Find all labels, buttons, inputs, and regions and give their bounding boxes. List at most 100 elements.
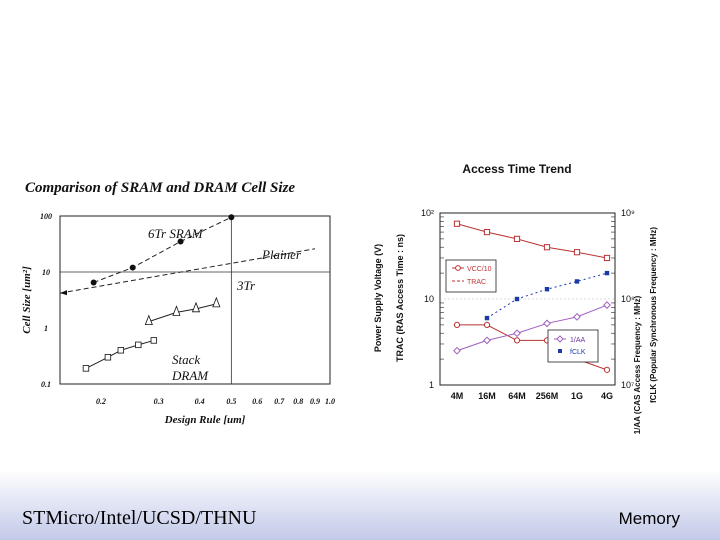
- chart2-line-trac: [456, 223, 608, 259]
- chart1-series: [59, 214, 316, 372]
- cell-size-chart: Comparison of SRAM and DRAM Cell Size 0.…: [21, 180, 335, 426]
- chart1-annotation-6tr-sram: 6Tr SRAM: [148, 226, 204, 241]
- chart1-x-tick-label: 0.7: [274, 397, 285, 406]
- chart2-gridlines: [440, 216, 615, 360]
- chart2-point-1-aa: [453, 346, 461, 355]
- chart2-point-trac: [543, 244, 551, 251]
- chart1-point-6tr-sram: [177, 238, 184, 245]
- chart2-legend-top: VCC/10 TRAC: [445, 259, 497, 293]
- chart2-y-left-tick-label: 10: [424, 294, 434, 304]
- chart2-point-trac: [513, 235, 521, 242]
- legend-vcc-label: VCC/10: [467, 266, 492, 273]
- chart2-point-1-aa: [573, 312, 581, 321]
- chart2-point-vcc-10: [483, 321, 491, 328]
- chart2-line-fclk: [486, 272, 608, 319]
- chart1-x-tick-label: 0.6: [252, 397, 262, 406]
- legend-bottom-frame: [547, 329, 599, 363]
- chart2-line-1-aa: [456, 304, 608, 352]
- chart1-x-tick-label: 0.8: [293, 397, 303, 406]
- chart2-x-tick-label: 4G: [601, 391, 613, 401]
- chart2-y-right-tick-label: 10⁸: [621, 294, 635, 304]
- chart2-y-right-tick-label: 10⁹: [621, 208, 635, 218]
- chart1-y-tick-label: 100: [40, 212, 52, 221]
- chart2-x-tick-label: 64M: [508, 391, 526, 401]
- legend-fclk-marker: [558, 349, 562, 353]
- chart1-line-3tr: [148, 303, 217, 323]
- chart2-point-vcc-10: [453, 321, 461, 328]
- chart1-line-plainer: [59, 248, 316, 294]
- chart2-tick-labels: 1 10 10² 10⁷ 10⁸ 10⁹ 4M 16M 64M 256M 1G 4G: [421, 208, 635, 401]
- chart1-point-3tr: [144, 314, 153, 326]
- chart2-x-tick-label: 1G: [571, 391, 583, 401]
- chart2-y-right-tick-label: 10⁷: [621, 380, 634, 390]
- chart2-point-trac: [603, 254, 611, 262]
- chart1-point-stack-dram: [104, 354, 112, 361]
- chart1-line-stack-dram: [85, 339, 154, 369]
- chart2-point-vcc-10: [603, 366, 611, 373]
- chart1-annotation-plainer: Plainer: [261, 247, 302, 262]
- chart1-tick-labels: 0.2 0.3 0.4 0.5 0.6 0.7 0.8 0.9 1.0 0.1 1 10 100: [40, 212, 335, 406]
- chart2-ylabel-right-2: fCLK (Popular Synchronous Frequency : MH…: [649, 227, 658, 403]
- chart2-point-trac: [573, 249, 581, 256]
- chart2-point-vcc-10: [513, 337, 521, 344]
- chart1-title: Comparison of SRAM and DRAM Cell Size: [25, 180, 295, 196]
- chart2-point-trac: [453, 220, 461, 227]
- footer-source-text: STMicro/Intel/UCSD/THNU: [22, 507, 257, 529]
- chart1-x-tick-label: 0.3: [154, 397, 164, 406]
- legend-vcc-marker: [455, 265, 461, 271]
- chart1-point-stack-dram: [135, 341, 142, 349]
- chart1-y-tick-label: 1: [44, 324, 48, 333]
- chart1-plot-frame: [59, 215, 331, 385]
- chart1-point-6tr-sram: [90, 279, 97, 286]
- chart1-point-6tr-sram: [129, 264, 136, 271]
- chart2-title: Access Time Trend: [462, 162, 571, 176]
- legend-aa-label: 1/AA: [570, 337, 586, 344]
- chart2-x-tick-label: 256M: [536, 391, 559, 401]
- chart1-plainer-arrowhead: [60, 290, 67, 296]
- slide-footer: STMicro/Intel/UCSD/THNU Memory: [0, 470, 720, 540]
- chart1-x-tick-label: 0.9: [310, 397, 320, 406]
- chart1-annotation-stack: Stack: [172, 352, 200, 367]
- chart2-legend-bottom: 1/AA fCLK: [547, 329, 599, 363]
- chart1-y-tick-label: 0.1: [41, 380, 51, 389]
- chart1-point-stack-dram: [117, 347, 125, 354]
- footer-topic-text: Memory: [618, 509, 680, 528]
- chart2-y-left-tick-label: 1: [429, 380, 434, 390]
- chart1-gridlines: [60, 216, 330, 384]
- chart2-ylabel-right: 1/AA (CAS Access Frequency : MHz): [633, 295, 642, 434]
- legend-aa-marker: [556, 335, 564, 343]
- chart1-point-6tr-sram: [228, 214, 235, 221]
- chart2-point-fclk: [574, 279, 580, 284]
- chart2-x-tick-label: 4M: [451, 391, 464, 401]
- chart2-point-trac: [483, 228, 491, 236]
- chart2-point-fclk: [604, 270, 610, 276]
- chart2-point-fclk: [544, 287, 550, 292]
- chart1-ylabel: Cell Size [um²]: [21, 266, 33, 334]
- chart2-ylabel-outer: Power Supply Voltage (V): [373, 244, 383, 352]
- chart1-y-tick-label: 10: [42, 268, 50, 277]
- chart1-annotation-3tr: 3Tr: [236, 278, 256, 293]
- legend-trac-label: TRAC: [467, 279, 486, 286]
- chart1-annotation-dram: DRAM: [171, 368, 209, 383]
- chart2-point-1-aa: [603, 301, 611, 309]
- chart1-point-stack-dram: [150, 337, 158, 344]
- chart1-point-stack-dram: [82, 365, 90, 372]
- chart2-point-1-aa: [513, 329, 521, 338]
- chart2-point-fclk: [514, 296, 520, 302]
- chart1-point-3tr: [212, 296, 221, 308]
- chart1-point-3tr: [172, 305, 181, 316]
- chart2-point-1-aa: [483, 336, 491, 345]
- legend-top-frame: [445, 259, 497, 293]
- chart1-xlabel: Design Rule [um]: [164, 414, 246, 426]
- chart1-x-tick-label: 0.5: [226, 397, 236, 406]
- chart1-x-tick-label: 0.4: [195, 397, 205, 406]
- chart1-x-tick-label: 0.2: [96, 397, 106, 406]
- chart2-point-1-aa: [543, 319, 551, 328]
- chart1-x-tick-label: 1.0: [325, 397, 335, 406]
- chart2-y-left-tick-label: 10²: [421, 208, 434, 218]
- legend-fclk-label: fCLK: [570, 349, 586, 356]
- chart1-line-6tr-sram: [93, 216, 232, 283]
- chart2-ylabel-left: TRAC (RAS Access Time : ns): [395, 234, 405, 362]
- chart1-point-3tr: [191, 301, 201, 313]
